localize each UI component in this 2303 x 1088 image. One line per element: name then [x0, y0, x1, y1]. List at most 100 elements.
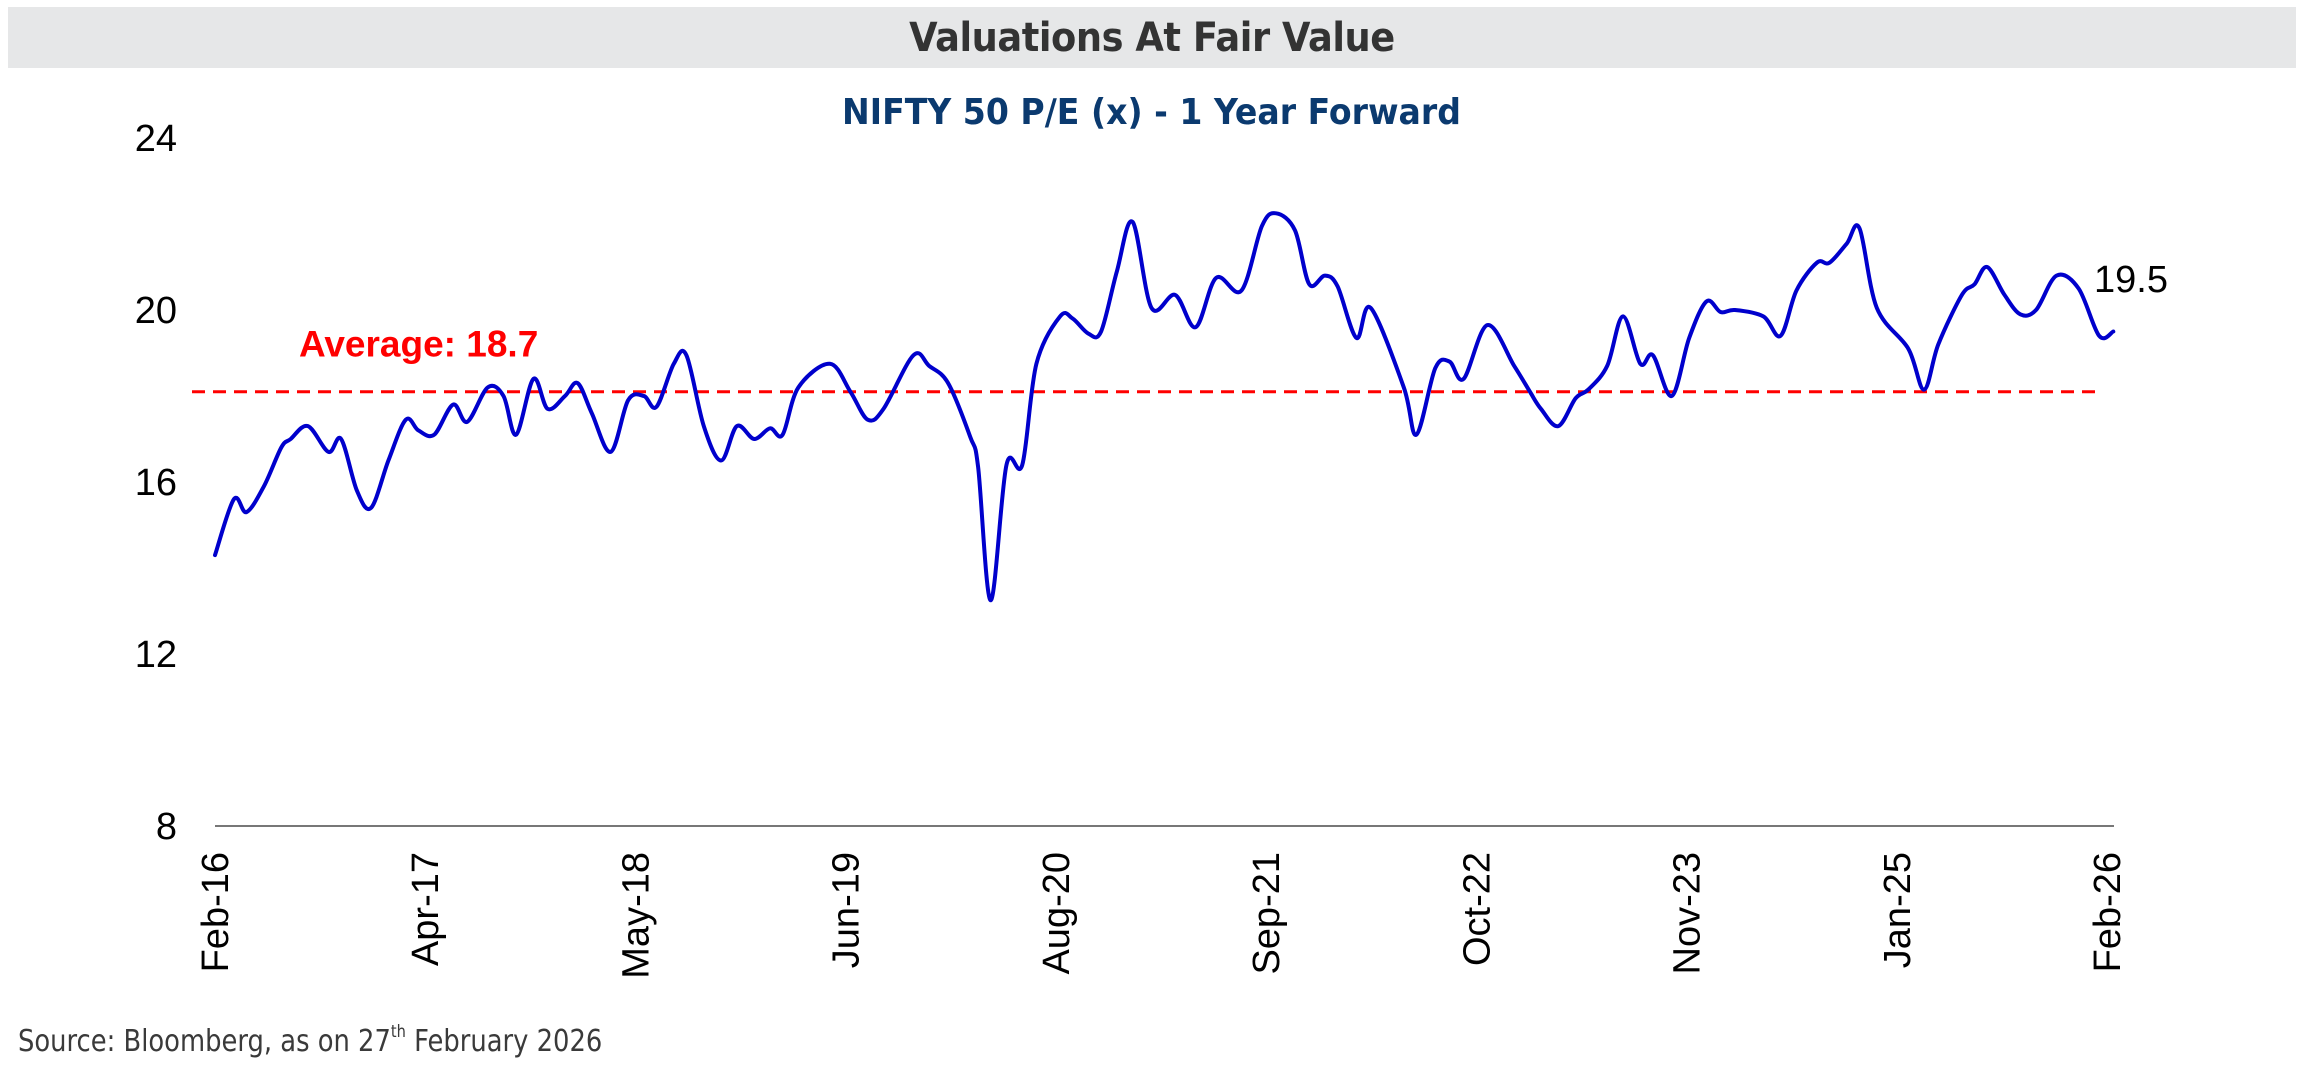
data-point: [590, 411, 594, 415]
data-point: [546, 407, 550, 411]
data-point: [563, 394, 567, 398]
data-point: [1985, 265, 1989, 269]
data-point: [655, 405, 659, 409]
y-tick-label: 8: [156, 806, 177, 848]
data-point: [1448, 360, 1452, 364]
data-point: [1323, 274, 1327, 278]
x-tick-label: Nov-23: [1667, 852, 1709, 975]
data-point: [684, 353, 688, 357]
data-point: [1670, 394, 1674, 398]
data-point: [848, 390, 852, 394]
data-point: [1556, 424, 1560, 428]
data-point: [1906, 347, 1910, 351]
data-point: [1402, 385, 1406, 389]
data-point: [976, 465, 980, 469]
data-point: [465, 420, 469, 424]
x-tick-label: Apr-17: [405, 852, 447, 966]
page-title: Valuations At Fair Value: [909, 14, 1395, 61]
data-point: [1369, 306, 1373, 310]
data-point: [1214, 276, 1218, 280]
x-tick-label: Feb-16: [195, 852, 237, 972]
source-superscript: th: [390, 1022, 406, 1042]
data-point: [1005, 463, 1009, 467]
data-point: [1815, 261, 1819, 265]
x-tick-label: Jan-25: [1877, 852, 1919, 968]
data-point: [796, 385, 800, 389]
title-bar: Valuations At Fair Value: [8, 7, 2296, 68]
data-point: [719, 459, 723, 463]
data-point: [968, 435, 972, 439]
source-note: Source: Bloomberg, as on 27th February 2…: [18, 1022, 602, 1060]
data-point: [927, 364, 931, 368]
data-point: [1828, 261, 1832, 265]
data-point: [1087, 332, 1091, 336]
data-point: [386, 459, 390, 463]
data-point: [1779, 334, 1783, 338]
data-point: [609, 450, 613, 454]
data-point: [1307, 282, 1311, 286]
data-point: [1260, 224, 1264, 228]
data-point: [451, 403, 455, 407]
x-tick-label: Aug-20: [1036, 852, 1078, 975]
data-point: [1099, 330, 1103, 334]
data-point: [1621, 314, 1625, 318]
data-point: [2018, 312, 2022, 316]
data-point: [2034, 308, 2038, 312]
average-label: Average: 18.7: [299, 324, 538, 365]
data-point: [279, 446, 283, 450]
data-point: [1115, 269, 1119, 273]
data-point: [882, 407, 886, 411]
x-tick-label: Jun-19: [826, 852, 868, 968]
data-point: [416, 428, 420, 432]
data-point: [626, 398, 630, 402]
data-point: [1528, 390, 1532, 394]
data-point: [1293, 228, 1297, 232]
x-tick-label: May-18: [615, 852, 657, 979]
data-point: [1719, 310, 1723, 314]
data-point: [642, 394, 646, 398]
x-tick-label: Sep-21: [1246, 852, 1288, 975]
data-point: [1020, 463, 1024, 467]
y-tick-label: 16: [135, 462, 177, 504]
data-point: [1462, 377, 1466, 381]
series-points: [213, 211, 2115, 602]
x-tick-label: Feb-26: [2087, 852, 2129, 972]
data-point: [1173, 293, 1177, 297]
data-point: [1960, 293, 1964, 297]
data-point: [912, 353, 916, 357]
data-point: [1058, 314, 1062, 318]
data-point: [1705, 299, 1709, 303]
data-point: [828, 362, 832, 366]
data-point: [1131, 220, 1135, 224]
data-point: [1973, 282, 1977, 286]
data-point: [1539, 407, 1543, 411]
data-point: [369, 506, 373, 510]
data-point: [1274, 211, 1278, 215]
data-point: [752, 437, 756, 441]
data-point: [1761, 314, 1765, 318]
data-point: [355, 489, 359, 493]
data-point: [514, 433, 518, 437]
data-point: [702, 424, 706, 428]
data-point: [1512, 364, 1516, 368]
data-point: [213, 553, 217, 557]
y-tick-label: 20: [135, 290, 177, 332]
data-point: [1485, 323, 1489, 327]
data-point: [1586, 388, 1590, 392]
data-point: [2055, 274, 2059, 278]
x-tick-label: Oct-22: [1456, 852, 1498, 966]
data-point: [1687, 336, 1691, 340]
data-point: [1433, 366, 1437, 370]
data-point: [2111, 330, 2115, 334]
y-tick-label: 24: [135, 118, 177, 160]
data-point: [1875, 306, 1879, 310]
data-point: [486, 385, 490, 389]
data-point: [768, 426, 772, 430]
data-point: [1638, 362, 1642, 366]
data-point: [1150, 306, 1154, 310]
data-point: [432, 433, 436, 437]
data-point: [1239, 289, 1243, 293]
data-point: [1651, 353, 1655, 357]
data-point: [1574, 396, 1578, 400]
